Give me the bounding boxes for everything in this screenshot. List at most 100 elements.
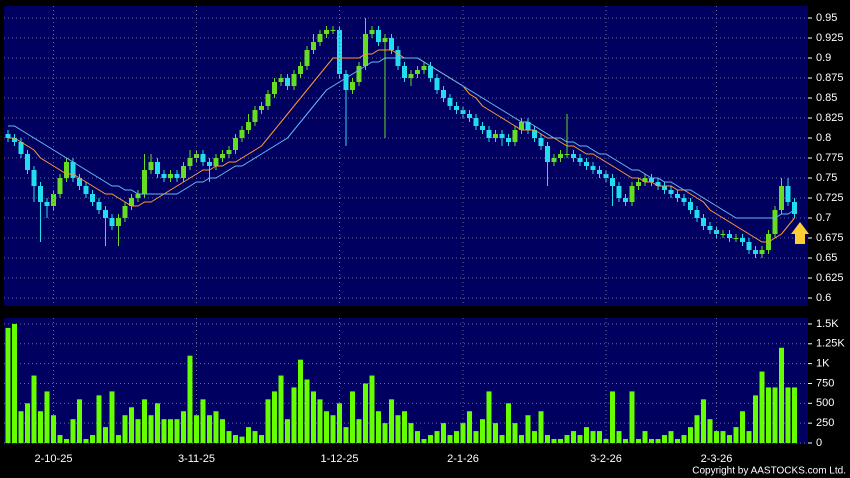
y-tick-label: 0.725 [816, 192, 844, 204]
candle-body [226, 150, 232, 154]
volume-bar [90, 435, 95, 443]
volume-bar [77, 399, 82, 443]
volume-bar [272, 391, 277, 443]
candle-body [12, 138, 17, 142]
volume-bar [779, 347, 784, 443]
volume-bar [389, 399, 394, 443]
candle-body [779, 186, 784, 210]
volume-bar [31, 375, 37, 443]
x-tick-label: 2-3-26 [701, 453, 733, 465]
candle-body [298, 66, 303, 74]
candle-body [714, 230, 719, 234]
candle-body [623, 198, 628, 202]
volume-bar [311, 391, 316, 443]
candle-body [311, 42, 316, 50]
volume-bar [746, 431, 752, 443]
candle-body [532, 130, 537, 138]
volume-bar [135, 419, 141, 443]
candle-body [421, 66, 427, 70]
volume-bar [447, 435, 453, 443]
volume-bar [363, 383, 368, 443]
y-tick-label: 500 [816, 397, 834, 409]
candle-body [772, 210, 778, 234]
volume-bar [324, 411, 329, 443]
volume-bar [688, 427, 693, 443]
y-tick-label: 1.5K [816, 318, 839, 330]
volume-bar [668, 431, 674, 443]
volume-bar [460, 423, 466, 443]
volume-bar [265, 399, 271, 443]
volume-bar [382, 423, 388, 443]
volume-bar [298, 359, 303, 443]
candle-body [285, 78, 290, 86]
candle-body [733, 238, 739, 239]
volume-bar [675, 439, 680, 443]
y-tick-label: 0.775 [816, 152, 844, 164]
volume-bar [246, 427, 251, 443]
candle-body [259, 106, 264, 110]
volume-bar [57, 435, 63, 443]
volume-bar [551, 439, 557, 443]
volume-bar [662, 435, 667, 443]
candle-body [187, 158, 193, 166]
volume-bar [564, 435, 570, 443]
y-tick-label: 0.825 [816, 112, 844, 124]
y-tick-label: 0.75 [816, 172, 837, 184]
candle-body [57, 178, 63, 194]
candle-body [642, 178, 648, 182]
volume-bar [428, 435, 433, 443]
volume-bar [792, 387, 797, 443]
candle-body [389, 38, 394, 50]
volume-bar [590, 431, 596, 443]
volume-bar [96, 395, 102, 443]
volume-bar [603, 439, 609, 443]
candle-body [467, 114, 472, 118]
volume-bar [291, 387, 297, 443]
volume-bar [766, 387, 771, 443]
volume-bar [304, 379, 310, 443]
volume-bar [12, 323, 17, 443]
candle-body [239, 130, 245, 138]
volume-bar [681, 435, 687, 443]
candle-body [376, 30, 381, 42]
x-tick-label: 3-11-25 [178, 453, 215, 465]
y-tick-label: 0 [816, 437, 822, 449]
candle-body [668, 190, 674, 194]
candle-body [506, 138, 511, 142]
candle-body [694, 210, 700, 218]
volume-bar [499, 435, 505, 443]
volume-bar [51, 415, 56, 443]
candle-body [753, 250, 758, 254]
y-tick-label: 0.85 [816, 92, 837, 104]
volume-bar [525, 415, 531, 443]
candle-body [31, 170, 37, 186]
volume-bar [70, 419, 76, 443]
y-tick-label: 0.7 [816, 212, 831, 224]
candle-body [740, 238, 745, 242]
candle-body [304, 50, 310, 66]
y-tick-label: 0.675 [816, 232, 844, 244]
candle-body [688, 202, 693, 210]
candle-body [330, 30, 336, 31]
candle-body [727, 234, 732, 238]
candle-body [18, 142, 24, 154]
candle-body [174, 174, 180, 178]
y-tick-label: 0.8 [816, 132, 831, 144]
y-tick-label: 750 [816, 377, 834, 389]
x-tick-label: 1-12-25 [321, 453, 359, 465]
volume-bar [317, 399, 323, 443]
y-tick-label: 0.625 [816, 272, 844, 284]
volume-bar [18, 411, 24, 443]
volume-bar [207, 415, 212, 443]
candle-body [473, 118, 479, 126]
volume-bar [538, 411, 544, 443]
volume-bar [558, 439, 563, 443]
candle-body [545, 146, 550, 162]
volume-bar [194, 415, 199, 443]
volume-bar [486, 391, 492, 443]
y-tick-label: 0.9 [816, 52, 831, 64]
candle-body [662, 186, 667, 190]
price-panel [4, 6, 808, 306]
volume-bar [434, 431, 440, 443]
volume-bar [597, 431, 602, 443]
